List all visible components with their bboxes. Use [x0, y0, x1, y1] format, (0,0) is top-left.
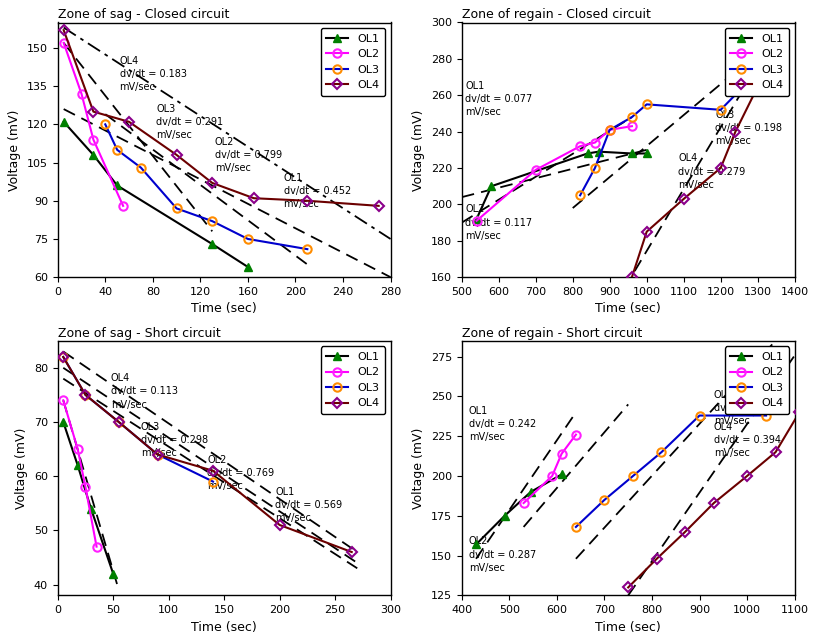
Y-axis label: Voltage (mV): Voltage (mV) — [413, 109, 426, 191]
Text: Zone of sag - Closed circuit: Zone of sag - Closed circuit — [58, 8, 229, 21]
Text: OL1
dv/dt = 0.077
mV/sec: OL1 dv/dt = 0.077 mV/sec — [466, 81, 533, 117]
Text: OL2
dv/dt = 0.799
mV/sec: OL2 dv/dt = 0.799 mV/sec — [215, 137, 282, 173]
Text: OL3
dv/dt = 0.198
mV/sec: OL3 dv/dt = 0.198 mV/sec — [715, 110, 782, 146]
X-axis label: Time (sec): Time (sec) — [191, 302, 257, 315]
Text: OL4
dv/dt = 0.113
mV/sec: OL4 dv/dt = 0.113 mV/sec — [111, 373, 178, 410]
Y-axis label: Voltage (mV): Voltage (mV) — [8, 109, 21, 191]
Text: OL2
dv/dt = 0.769
mV/sec: OL2 dv/dt = 0.769 mV/sec — [208, 455, 275, 491]
Text: OL3
dv/dt = 0.291
mV/sec: OL3 dv/dt = 0.291 mV/sec — [156, 104, 224, 141]
Text: Zone of regain - Short circuit: Zone of regain - Short circuit — [462, 327, 642, 340]
Text: OL1
dv/dt = 0.569
mV/sec: OL1 dv/dt = 0.569 mV/sec — [275, 487, 342, 523]
Text: OL4
dv/dt = 0.183
mV/sec: OL4 dv/dt = 0.183 mV/sec — [119, 56, 186, 92]
X-axis label: Time (sec): Time (sec) — [191, 621, 257, 634]
Text: OL1
dv/dt = 0.452
mV/sec: OL1 dv/dt = 0.452 mV/sec — [283, 173, 350, 209]
Text: OL2
dv/dt = 0.117
mV/sec: OL2 dv/dt = 0.117 mV/sec — [466, 204, 533, 241]
Text: OL4
dv/dt = 0.394
mV/sec: OL4 dv/dt = 0.394 mV/sec — [714, 422, 781, 458]
X-axis label: Time (sec): Time (sec) — [596, 302, 661, 315]
Text: Zone of sag - Short circuit: Zone of sag - Short circuit — [58, 327, 221, 340]
Legend: OL1, OL2, OL3, OL4: OL1, OL2, OL3, OL4 — [320, 28, 385, 96]
Text: OL4
dv/dt = 0.279
mV/sec: OL4 dv/dt = 0.279 mV/sec — [678, 153, 745, 190]
Legend: OL1, OL2, OL3, OL4: OL1, OL2, OL3, OL4 — [320, 346, 385, 414]
Legend: OL1, OL2, OL3, OL4: OL1, OL2, OL3, OL4 — [725, 346, 789, 414]
Y-axis label: Voltage (mV): Voltage (mV) — [413, 428, 426, 508]
Y-axis label: Voltage (mV): Voltage (mV) — [16, 428, 29, 508]
Text: OL1
dv/dt = 0.242
mV/sec: OL1 dv/dt = 0.242 mV/sec — [469, 406, 536, 442]
Legend: OL1, OL2, OL3, OL4: OL1, OL2, OL3, OL4 — [725, 28, 789, 96]
Text: OL3
dv/dt = 0.323
mV/sec: OL3 dv/dt = 0.323 mV/sec — [714, 390, 781, 426]
Text: Zone of regain - Closed circuit: Zone of regain - Closed circuit — [462, 8, 650, 21]
Text: OL3
dv/dt = 0.298
mV/sec: OL3 dv/dt = 0.298 mV/sec — [141, 422, 208, 458]
X-axis label: Time (sec): Time (sec) — [596, 621, 661, 634]
Text: OL2
dv/dt = 0.287
mV/sec: OL2 dv/dt = 0.287 mV/sec — [469, 537, 536, 573]
